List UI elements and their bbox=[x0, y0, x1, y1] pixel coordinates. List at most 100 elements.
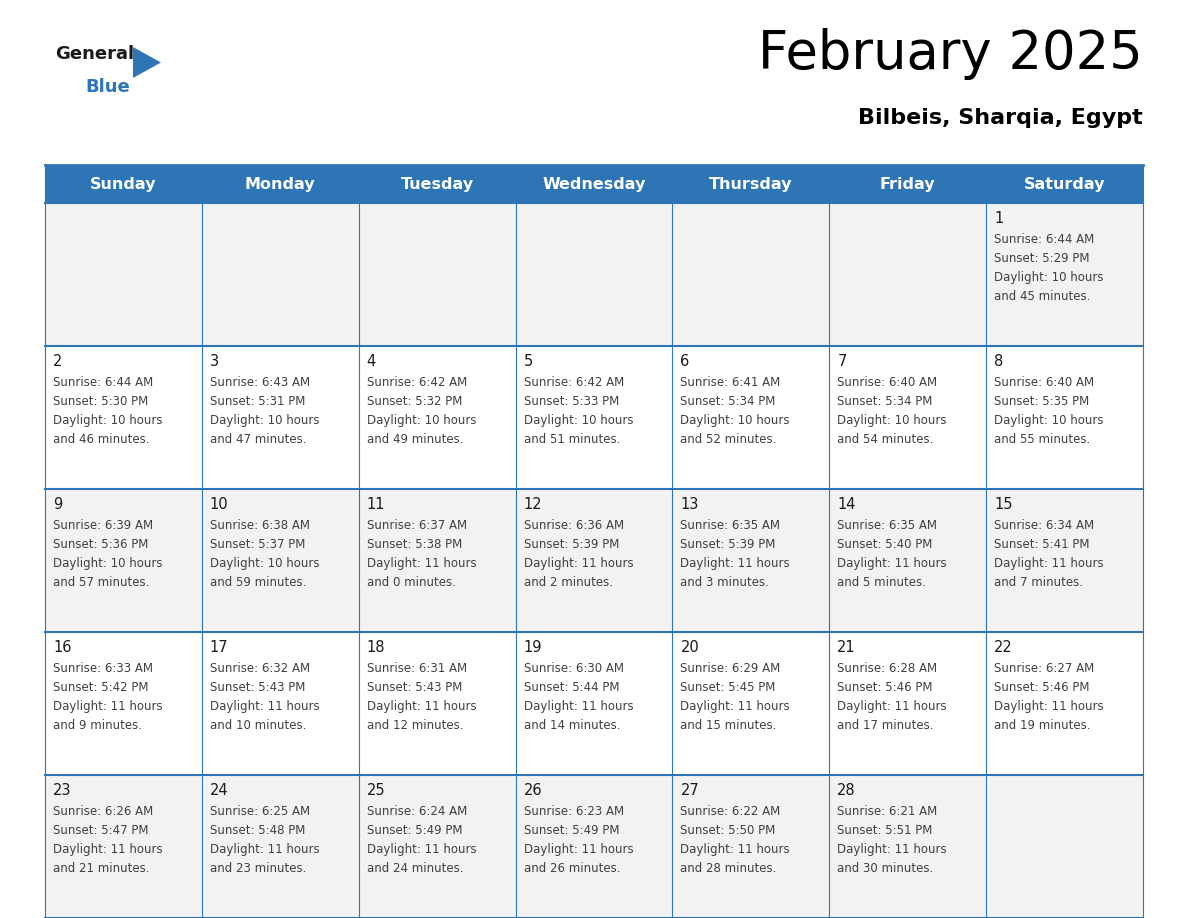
Text: Daylight: 11 hours: Daylight: 11 hours bbox=[524, 557, 633, 570]
Text: and 54 minutes.: and 54 minutes. bbox=[838, 433, 934, 446]
Text: Sunrise: 6:38 AM: Sunrise: 6:38 AM bbox=[210, 519, 310, 532]
Text: Sunset: 5:48 PM: Sunset: 5:48 PM bbox=[210, 824, 305, 837]
Text: 20: 20 bbox=[681, 640, 700, 655]
Text: and 26 minutes.: and 26 minutes. bbox=[524, 862, 620, 875]
Text: Daylight: 10 hours: Daylight: 10 hours bbox=[53, 414, 163, 427]
Text: Sunset: 5:30 PM: Sunset: 5:30 PM bbox=[53, 395, 148, 408]
Text: Daylight: 11 hours: Daylight: 11 hours bbox=[367, 700, 476, 713]
Text: Sunrise: 6:44 AM: Sunrise: 6:44 AM bbox=[53, 376, 153, 389]
Text: and 30 minutes.: and 30 minutes. bbox=[838, 862, 934, 875]
Text: and 21 minutes.: and 21 minutes. bbox=[53, 862, 150, 875]
Text: Daylight: 10 hours: Daylight: 10 hours bbox=[53, 557, 163, 570]
Text: Daylight: 11 hours: Daylight: 11 hours bbox=[210, 843, 320, 856]
Text: Daylight: 10 hours: Daylight: 10 hours bbox=[524, 414, 633, 427]
Text: Wednesday: Wednesday bbox=[542, 176, 646, 192]
Text: Sunrise: 6:36 AM: Sunrise: 6:36 AM bbox=[524, 519, 624, 532]
Text: 27: 27 bbox=[681, 783, 700, 798]
Text: Sunset: 5:43 PM: Sunset: 5:43 PM bbox=[367, 681, 462, 694]
Text: 1: 1 bbox=[994, 211, 1004, 226]
Bar bbox=[45, 346, 1143, 489]
Text: 16: 16 bbox=[53, 640, 71, 655]
Text: and 24 minutes.: and 24 minutes. bbox=[367, 862, 463, 875]
Text: Sunset: 5:43 PM: Sunset: 5:43 PM bbox=[210, 681, 305, 694]
Text: Sunset: 5:47 PM: Sunset: 5:47 PM bbox=[53, 824, 148, 837]
Text: Daylight: 11 hours: Daylight: 11 hours bbox=[210, 700, 320, 713]
Text: Sunset: 5:31 PM: Sunset: 5:31 PM bbox=[210, 395, 305, 408]
Text: Sunset: 5:38 PM: Sunset: 5:38 PM bbox=[367, 538, 462, 551]
Text: Bilbeis, Sharqia, Egypt: Bilbeis, Sharqia, Egypt bbox=[858, 108, 1143, 128]
Text: Sunset: 5:39 PM: Sunset: 5:39 PM bbox=[524, 538, 619, 551]
Text: Sunrise: 6:29 AM: Sunrise: 6:29 AM bbox=[681, 662, 781, 675]
Text: Sunrise: 6:25 AM: Sunrise: 6:25 AM bbox=[210, 805, 310, 818]
Text: 12: 12 bbox=[524, 497, 542, 512]
Text: Daylight: 10 hours: Daylight: 10 hours bbox=[210, 557, 320, 570]
Text: 17: 17 bbox=[210, 640, 228, 655]
Text: Sunrise: 6:27 AM: Sunrise: 6:27 AM bbox=[994, 662, 1094, 675]
Text: Daylight: 10 hours: Daylight: 10 hours bbox=[367, 414, 476, 427]
Text: and 51 minutes.: and 51 minutes. bbox=[524, 433, 620, 446]
Text: Sunset: 5:46 PM: Sunset: 5:46 PM bbox=[994, 681, 1089, 694]
Text: Sunset: 5:32 PM: Sunset: 5:32 PM bbox=[367, 395, 462, 408]
Text: and 5 minutes.: and 5 minutes. bbox=[838, 576, 927, 589]
Text: and 47 minutes.: and 47 minutes. bbox=[210, 433, 307, 446]
Text: 23: 23 bbox=[53, 783, 71, 798]
Text: 7: 7 bbox=[838, 354, 847, 369]
Text: Sunrise: 6:40 AM: Sunrise: 6:40 AM bbox=[994, 376, 1094, 389]
Text: 24: 24 bbox=[210, 783, 228, 798]
Text: Daylight: 11 hours: Daylight: 11 hours bbox=[367, 557, 476, 570]
Text: Sunrise: 6:35 AM: Sunrise: 6:35 AM bbox=[681, 519, 781, 532]
Text: and 49 minutes.: and 49 minutes. bbox=[367, 433, 463, 446]
Text: Daylight: 11 hours: Daylight: 11 hours bbox=[53, 843, 163, 856]
Text: 21: 21 bbox=[838, 640, 855, 655]
Text: Sunset: 5:34 PM: Sunset: 5:34 PM bbox=[681, 395, 776, 408]
Text: Daylight: 11 hours: Daylight: 11 hours bbox=[524, 700, 633, 713]
Text: and 2 minutes.: and 2 minutes. bbox=[524, 576, 613, 589]
Text: Sunset: 5:42 PM: Sunset: 5:42 PM bbox=[53, 681, 148, 694]
Text: 10: 10 bbox=[210, 497, 228, 512]
Text: General: General bbox=[55, 45, 134, 63]
Text: Daylight: 11 hours: Daylight: 11 hours bbox=[53, 700, 163, 713]
Bar bbox=[45, 775, 1143, 918]
Text: 13: 13 bbox=[681, 497, 699, 512]
Text: 14: 14 bbox=[838, 497, 855, 512]
Text: 6: 6 bbox=[681, 354, 690, 369]
Text: Daylight: 11 hours: Daylight: 11 hours bbox=[994, 557, 1104, 570]
Text: Sunset: 5:37 PM: Sunset: 5:37 PM bbox=[210, 538, 305, 551]
Text: Daylight: 11 hours: Daylight: 11 hours bbox=[681, 557, 790, 570]
Text: Sunrise: 6:28 AM: Sunrise: 6:28 AM bbox=[838, 662, 937, 675]
Text: and 57 minutes.: and 57 minutes. bbox=[53, 576, 150, 589]
Text: Daylight: 11 hours: Daylight: 11 hours bbox=[838, 557, 947, 570]
Text: Sunset: 5:41 PM: Sunset: 5:41 PM bbox=[994, 538, 1089, 551]
Text: Sunset: 5:36 PM: Sunset: 5:36 PM bbox=[53, 538, 148, 551]
Text: 3: 3 bbox=[210, 354, 219, 369]
Text: and 59 minutes.: and 59 minutes. bbox=[210, 576, 307, 589]
Text: Saturday: Saturday bbox=[1024, 176, 1105, 192]
Text: and 55 minutes.: and 55 minutes. bbox=[994, 433, 1091, 446]
Text: Daylight: 11 hours: Daylight: 11 hours bbox=[994, 700, 1104, 713]
Text: Friday: Friday bbox=[880, 176, 935, 192]
Text: and 3 minutes.: and 3 minutes. bbox=[681, 576, 770, 589]
Text: Sunset: 5:49 PM: Sunset: 5:49 PM bbox=[524, 824, 619, 837]
Text: Sunset: 5:39 PM: Sunset: 5:39 PM bbox=[681, 538, 776, 551]
Text: Sunset: 5:46 PM: Sunset: 5:46 PM bbox=[838, 681, 933, 694]
Text: Sunrise: 6:24 AM: Sunrise: 6:24 AM bbox=[367, 805, 467, 818]
Text: Sunset: 5:51 PM: Sunset: 5:51 PM bbox=[838, 824, 933, 837]
Bar bbox=[45, 489, 1143, 632]
Text: Daylight: 10 hours: Daylight: 10 hours bbox=[210, 414, 320, 427]
Text: Sunrise: 6:42 AM: Sunrise: 6:42 AM bbox=[524, 376, 624, 389]
Text: Sunrise: 6:26 AM: Sunrise: 6:26 AM bbox=[53, 805, 153, 818]
Text: and 19 minutes.: and 19 minutes. bbox=[994, 719, 1091, 732]
Text: 25: 25 bbox=[367, 783, 385, 798]
Text: Sunrise: 6:22 AM: Sunrise: 6:22 AM bbox=[681, 805, 781, 818]
Text: Sunday: Sunday bbox=[90, 176, 157, 192]
Text: and 45 minutes.: and 45 minutes. bbox=[994, 290, 1091, 303]
Text: and 46 minutes.: and 46 minutes. bbox=[53, 433, 150, 446]
Text: 22: 22 bbox=[994, 640, 1013, 655]
Text: Sunset: 5:40 PM: Sunset: 5:40 PM bbox=[838, 538, 933, 551]
Text: and 0 minutes.: and 0 minutes. bbox=[367, 576, 455, 589]
Text: Monday: Monday bbox=[245, 176, 316, 192]
Text: Sunrise: 6:23 AM: Sunrise: 6:23 AM bbox=[524, 805, 624, 818]
Polygon shape bbox=[133, 47, 162, 78]
Text: 11: 11 bbox=[367, 497, 385, 512]
Text: and 15 minutes.: and 15 minutes. bbox=[681, 719, 777, 732]
